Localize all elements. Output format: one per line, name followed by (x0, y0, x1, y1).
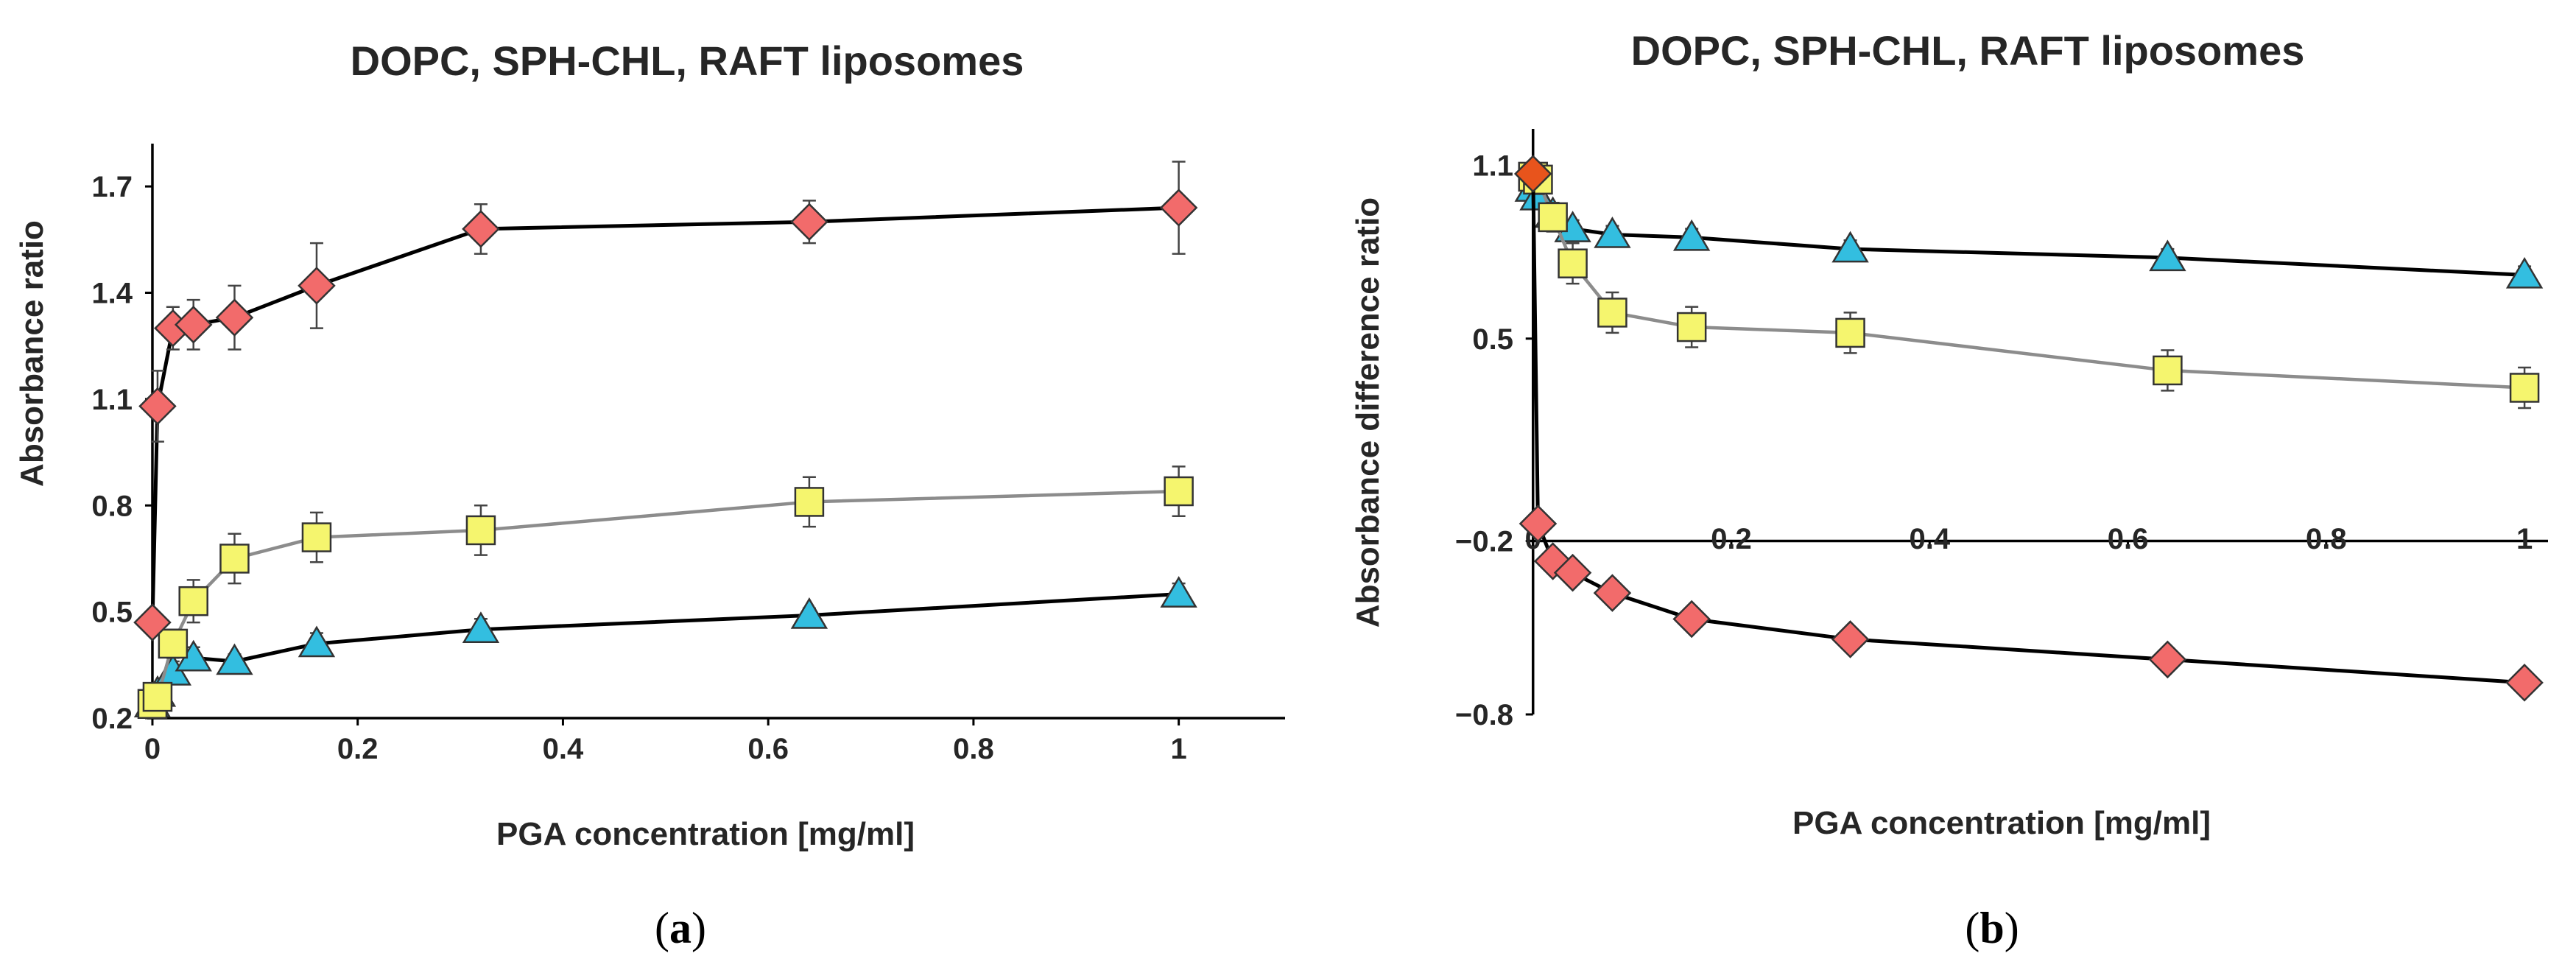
square-series-point (2509, 373, 2540, 403)
y-tick-label: −0.8 (1455, 699, 1513, 731)
diamond-series-point (1553, 553, 1592, 592)
triangle-series (133, 576, 1197, 717)
diamond-series (133, 161, 1198, 642)
square-series-point (2153, 355, 2183, 386)
diamond-series-line (150, 205, 1179, 623)
panel-b-xlabel: PGA concentration [mg/ml] (1792, 805, 2211, 841)
y-tick-label: 0.8 (91, 490, 133, 522)
square-series-line (1532, 175, 2525, 390)
triangle-series-point (1160, 576, 1197, 608)
diamond-series-point (133, 603, 172, 642)
square-series-point (1164, 476, 1194, 507)
diamond-series-point (1593, 574, 1632, 612)
square-series-point (1538, 202, 1568, 233)
y-tick-label: 1.1 (91, 384, 133, 416)
panel-b-title: DOPC, SPH-CHL, RAFT liposomes (1631, 27, 2305, 74)
diamond-series-point (1672, 600, 1711, 639)
y-tick-label: 1.4 (91, 278, 133, 310)
panel-a-caption: (a) (655, 904, 706, 952)
diamond-series-point (790, 203, 828, 242)
panel-b-ylabel: Absorbance difference ratio (1350, 197, 1386, 628)
y-tick-label: 0.5 (91, 597, 133, 629)
diamond-series (1513, 155, 2544, 702)
diamond-series-point (2505, 664, 2544, 702)
y-tick-label: −0.2 (1455, 526, 1513, 558)
panel-b-axes: −0.8−0.20.51.10 0.2 0.4 0.6 0.8 1 (1455, 129, 2548, 731)
diamond-series-point (1159, 189, 1198, 227)
square-series-point (158, 628, 189, 659)
square-series-point (1835, 317, 1865, 348)
panel-a-ylabel: Absorbance ratio (14, 220, 50, 487)
diamond-series-point (215, 298, 254, 337)
panel-b: DOPC, SPH-CHL, RAFT liposomes Absorbance… (1350, 27, 2548, 952)
panel-a-plot (133, 161, 1198, 719)
square-series-point (1597, 298, 1627, 328)
panel-a: DOPC, SPH-CHL, RAFT liposomes Absorbance… (14, 38, 1285, 952)
triangle-series-point (2505, 256, 2544, 289)
diamond-series-point (298, 267, 336, 305)
x-tick-label: 1 (2516, 523, 2533, 555)
triangle-series-point (462, 611, 500, 643)
x-tick-label: 1 (1171, 733, 1187, 765)
panel-b-caption-open: ( (1965, 904, 1979, 952)
y-tick-label: 1.7 (91, 171, 133, 203)
y-tick-label: 1.1 (1472, 150, 1513, 182)
panel-b-plot (1513, 155, 2544, 702)
triangle-series-line (1531, 187, 2525, 277)
x-tick-label: 0.2 (337, 733, 379, 765)
y-tick-label: 0.5 (1472, 323, 1513, 356)
triangle-series-point (1831, 231, 1869, 263)
square-series-point (219, 544, 250, 574)
triangle-series (1514, 170, 2544, 289)
x-tick-label: 0.6 (2108, 523, 2149, 555)
square-series (1518, 161, 2540, 410)
panel-b-caption-letter: b (1979, 904, 2004, 952)
triangle-series-point (298, 625, 336, 658)
panel-a-caption-letter: a (669, 904, 691, 952)
triangle-series-point (1672, 219, 1711, 251)
y-tick-label: 0.2 (91, 703, 133, 735)
panel-a-xlabel: PGA concentration [mg/ml] (496, 816, 915, 852)
square-series-point (465, 515, 496, 546)
diamond-series-point (2148, 640, 2187, 679)
panel-a-caption-open: ( (655, 904, 669, 952)
square-series-point (1558, 248, 1588, 278)
diamond-series-point (138, 387, 177, 426)
triangle-series-point (1594, 216, 1631, 248)
x-tick-label: 0.2 (1711, 523, 1752, 555)
square-series-point (1676, 312, 1707, 342)
triangle-series-point (790, 597, 828, 629)
panel-a-axes: 0.2 0.5 0.8 1.1 1.4 1.7 0 0.2 0.4 0.6 0.8 1 (91, 144, 1285, 765)
x-tick-label: 0.4 (543, 733, 584, 765)
panel-a-caption-close: ) (691, 904, 706, 952)
triangle-series-point (2149, 239, 2186, 272)
x-tick-label: 0.8 (2306, 523, 2347, 555)
x-tick-label: 0.8 (953, 733, 994, 765)
panel-b-caption-close: ) (2005, 904, 2019, 952)
diamond-series-point (1513, 155, 1552, 193)
square-series-point (142, 681, 173, 712)
panel-a-title: DOPC, SPH-CHL, RAFT liposomes (351, 38, 1024, 84)
square-series-point (301, 522, 332, 552)
triangle-series-point (216, 643, 253, 675)
square-series (137, 465, 1194, 719)
panel-b-caption: (b) (1965, 904, 2019, 952)
diamond-series-point (1518, 505, 1558, 543)
x-tick-label: 0.4 (1909, 523, 1950, 555)
square-series-point (178, 586, 208, 616)
x-tick-label: 0 (144, 733, 161, 765)
square-series-point (794, 487, 825, 517)
diamond-series-point (174, 306, 213, 344)
x-tick-label: 0.6 (747, 733, 789, 765)
diamond-series-point (462, 210, 500, 248)
diamond-series-point (1831, 620, 1870, 658)
